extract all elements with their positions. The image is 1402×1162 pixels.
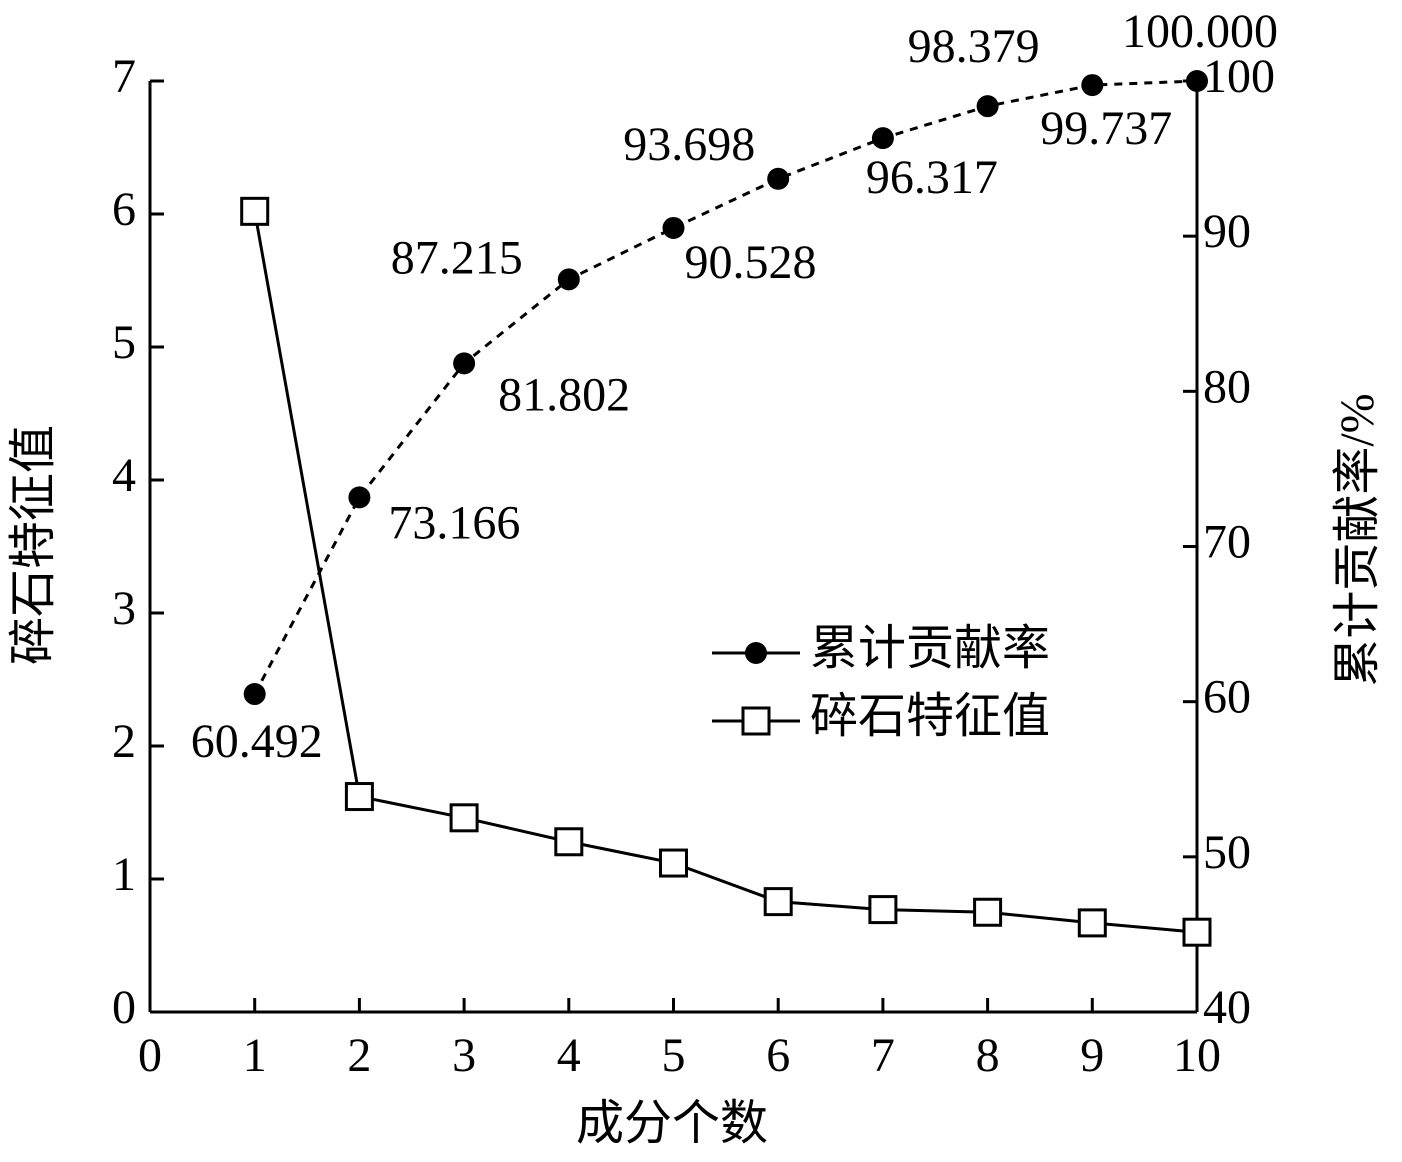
point	[763, 887, 793, 917]
x-tick-label: 10	[1173, 1029, 1221, 1082]
data-label: 90.528	[685, 236, 817, 289]
data-label: 100.000	[1122, 5, 1278, 58]
x-tick-label: 5	[662, 1029, 686, 1082]
point	[659, 848, 688, 878]
point	[348, 486, 371, 509]
data-label: 81.802	[498, 368, 630, 421]
point	[1077, 908, 1107, 938]
y-tick-label: 1	[112, 848, 136, 901]
y2-tick-label: 50	[1203, 826, 1251, 879]
y2-tick-label: 90	[1203, 205, 1251, 258]
y2-tick-label: 80	[1203, 360, 1251, 413]
series-line	[253, 211, 1198, 934]
point	[344, 782, 374, 812]
data-label: 96.317	[866, 151, 998, 204]
y2-tick-label: 40	[1203, 981, 1251, 1034]
x-tick-label: 0	[138, 1029, 162, 1082]
x-axis-title: 成分个数	[576, 1097, 768, 1150]
data-label: 93.698	[623, 118, 755, 171]
y-tick-label: 2	[112, 715, 136, 768]
point	[868, 895, 898, 925]
legend-marker	[741, 706, 771, 736]
y2-tick-label: 60	[1203, 671, 1251, 724]
x-tick-label: 2	[347, 1029, 371, 1082]
y-tick-label: 6	[112, 183, 136, 236]
data-label: 98.379	[908, 20, 1040, 73]
y2-tick-label: 100	[1203, 50, 1275, 103]
x-tick-label: 4	[557, 1029, 581, 1082]
point	[871, 127, 894, 150]
series-line	[253, 79, 1198, 695]
y-tick-label: 0	[112, 981, 136, 1034]
y-axis-title: 碎石特征值	[7, 425, 60, 665]
y2-axis-title: 累计贡献率/%	[1331, 393, 1384, 686]
point	[973, 897, 1003, 927]
point	[976, 95, 999, 118]
legend-label: 累计贡献率	[810, 622, 1050, 675]
point	[767, 167, 790, 190]
y-tick-label: 3	[112, 582, 136, 635]
point	[554, 827, 584, 857]
data-label: 87.215	[391, 231, 523, 284]
point	[449, 803, 479, 833]
legend-marker	[745, 642, 767, 664]
x-tick-label: 1	[243, 1029, 267, 1082]
point	[243, 683, 266, 706]
point	[453, 352, 476, 375]
x-tick-label: 7	[871, 1029, 895, 1082]
y2-tick-label: 70	[1203, 516, 1251, 569]
x-tick-label: 6	[766, 1029, 790, 1082]
point	[557, 268, 580, 291]
y-tick-label: 5	[112, 316, 136, 369]
point	[662, 216, 685, 239]
point	[240, 196, 270, 226]
point	[1081, 74, 1104, 97]
point	[1186, 70, 1208, 92]
data-label: 99.737	[1040, 102, 1172, 155]
data-label: 60.492	[191, 715, 323, 768]
legend-label: 碎石特征值	[810, 690, 1050, 743]
y-tick-label: 7	[112, 50, 136, 103]
x-tick-label: 3	[452, 1029, 476, 1082]
data-label: 73.166	[388, 496, 520, 549]
y-tick-label: 4	[112, 449, 136, 502]
x-tick-label: 9	[1080, 1029, 1104, 1082]
point	[1182, 917, 1212, 947]
x-tick-label: 8	[976, 1029, 1000, 1082]
